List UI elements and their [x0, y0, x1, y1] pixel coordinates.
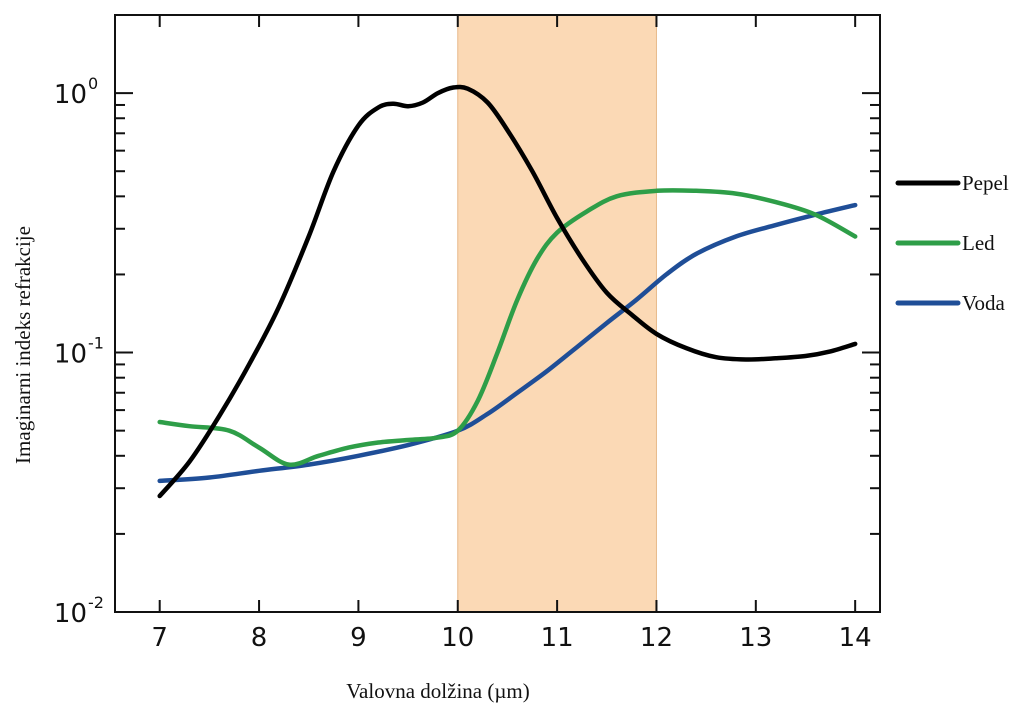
y-tick-label: 10 -1	[54, 334, 104, 370]
x-tick-label: 11	[541, 623, 574, 653]
legend-label-pepel: Pepel	[962, 171, 1009, 195]
x-tick-label: 14	[839, 623, 872, 653]
highlight-band-layer	[457, 15, 657, 612]
x-tick-label: 7	[151, 623, 168, 653]
x-tick-label: 9	[350, 623, 367, 653]
y-tick-label: 10 0	[54, 74, 98, 110]
y-tick-exponent: -1	[88, 334, 104, 353]
legend-label-led: Led	[962, 231, 995, 255]
y-tick-exponent: -2	[88, 593, 104, 612]
y-tick-base: 10	[54, 80, 87, 110]
y-tick-base: 10	[54, 340, 87, 370]
series-line-led	[157, 188, 858, 467]
series-line-voda	[157, 202, 858, 484]
y-tick-label: 10 -2	[54, 593, 104, 629]
series-layer	[157, 84, 858, 499]
y-tick-base: 10	[54, 599, 87, 629]
x-tick-label: 12	[640, 623, 673, 653]
series-line-pepel	[157, 84, 858, 499]
highlight-band	[457, 16, 657, 612]
x-tick-label: 8	[251, 623, 268, 653]
x-tick-label: 13	[739, 623, 772, 653]
plot-frame	[114, 14, 881, 613]
x-tick-label: 10	[441, 623, 474, 653]
y-axis-title: Imaginarni indeks refrakcije	[11, 226, 35, 464]
legend-label-voda: Voda	[962, 291, 1005, 315]
y-tick-exponent: 0	[88, 74, 98, 93]
tick-marks	[115, 14, 880, 613]
x-tick-labels: 7 8 9 10 11 12 13 14	[151, 623, 871, 653]
x-axis-title: Valovna dolžina (µm)	[346, 679, 530, 703]
plot-border	[114, 14, 881, 613]
legend: Pepel Led Voda	[895, 171, 1009, 315]
